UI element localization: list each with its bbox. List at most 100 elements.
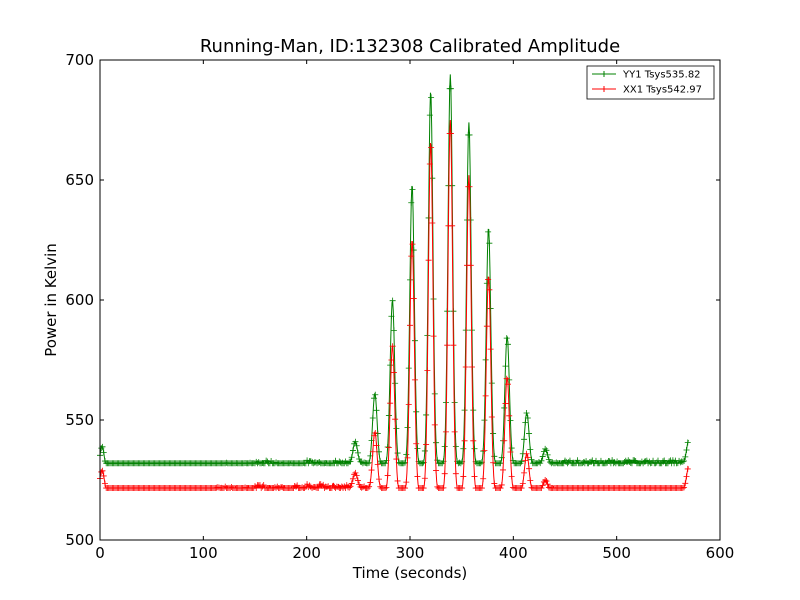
data-point: [507, 449, 514, 456]
data-point: [400, 460, 407, 467]
data-point: [524, 454, 531, 461]
data-point: [307, 483, 314, 490]
data-point: [449, 222, 456, 229]
data-point: [414, 473, 421, 480]
data-point: [452, 443, 459, 450]
data-point: [622, 457, 629, 464]
data-point: [424, 367, 431, 374]
data-point: [669, 457, 676, 464]
data-point: [441, 470, 448, 477]
data-point: [679, 485, 686, 492]
data-point: [503, 335, 510, 342]
data-point: [410, 295, 417, 302]
data-point: [292, 483, 299, 490]
data-point: [430, 333, 437, 340]
data-point: [364, 460, 371, 467]
data-point: [452, 470, 459, 477]
data-point: [490, 459, 497, 466]
data-point: [372, 429, 379, 436]
data-point: [393, 425, 400, 432]
data-point: [456, 459, 463, 466]
data-point: [683, 446, 690, 453]
data-point: [228, 484, 235, 491]
data-point: [521, 436, 528, 443]
data-point: [403, 451, 410, 458]
data-point: [526, 430, 533, 437]
data-point: [461, 407, 468, 414]
data-point: [488, 380, 495, 387]
data-point: [255, 459, 262, 466]
x-tick-label: 300: [396, 544, 425, 562]
data-point: [518, 458, 525, 465]
data-point: [487, 346, 494, 353]
data-point: [408, 253, 415, 260]
data-point: [315, 485, 322, 492]
data-point: [580, 459, 587, 466]
data-point: [392, 416, 399, 423]
data-point: [315, 459, 322, 466]
data-point: [366, 483, 373, 490]
data-point: [259, 483, 266, 490]
y-axis-label: Power in Kelvin: [42, 243, 60, 357]
data-point: [539, 482, 546, 489]
data-point: [517, 460, 524, 467]
data-point: [404, 454, 411, 461]
data-point: [523, 450, 530, 457]
data-point: [588, 458, 595, 465]
y-tick-label: 550: [65, 411, 94, 429]
data-point: [372, 391, 379, 398]
x-axis-label: Time (seconds): [352, 564, 468, 582]
data-point: [413, 440, 420, 447]
data-point: [677, 459, 684, 466]
data-point: [565, 459, 572, 466]
data-point: [539, 453, 546, 460]
data-point: [384, 472, 391, 479]
data-point: [376, 476, 382, 483]
data-point: [502, 400, 509, 407]
data-point: [679, 458, 686, 465]
data-point: [407, 276, 413, 283]
data-point: [483, 323, 490, 330]
data-point: [646, 458, 653, 465]
data-point: [470, 437, 477, 444]
data-point: [402, 485, 409, 492]
data-point: [425, 257, 432, 264]
data-point: [413, 408, 420, 415]
legend: YY1 Tsys535.82 XX1 Tsys542.97: [586, 65, 715, 100]
data-point: [441, 443, 448, 450]
series-yy1: [97, 74, 691, 467]
data-point: [518, 485, 525, 492]
data-point: [683, 473, 690, 480]
data-point: [332, 457, 339, 464]
data-point: [682, 453, 689, 460]
data-point: [524, 414, 531, 421]
data-point: [294, 482, 301, 489]
data-point: [655, 457, 661, 464]
data-point: [490, 430, 497, 437]
data-point: [543, 447, 550, 454]
data-point: [335, 484, 342, 491]
data-point: [392, 380, 399, 387]
data-point: [273, 459, 280, 466]
y-tick-label: 500: [65, 531, 94, 549]
data-point: [389, 343, 396, 350]
data-point: [349, 475, 356, 482]
data-point: [279, 484, 286, 491]
data-point: [482, 356, 489, 363]
data-point: [306, 482, 313, 489]
data-point: [661, 457, 668, 464]
x-tick-label: 0: [95, 544, 105, 562]
plot-area: [97, 74, 691, 492]
data-point: [542, 477, 549, 484]
data-point: [405, 401, 412, 408]
data-point: [264, 458, 271, 465]
data-point: [491, 453, 498, 460]
x-tick-label: 200: [292, 544, 321, 562]
data-point: [409, 241, 416, 248]
data-point: [429, 220, 436, 227]
legend-marker: [601, 71, 607, 77]
data-point: [538, 485, 545, 492]
data-point: [450, 342, 457, 349]
data-point: [457, 460, 464, 467]
data-point: [433, 467, 440, 474]
